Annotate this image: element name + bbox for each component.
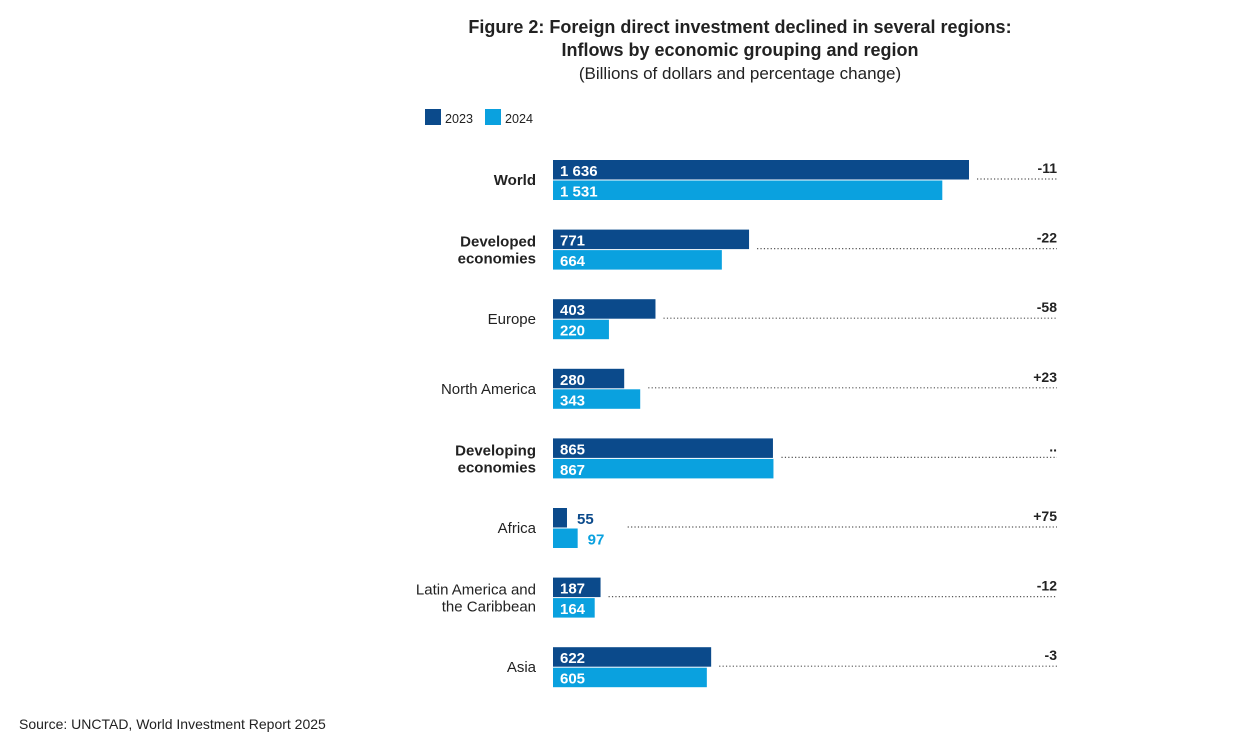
bar-2024-asia xyxy=(553,667,707,688)
value-label-2023-asia: 622 xyxy=(560,650,585,667)
change-label-latin-america-and-the-caribbean: -12 xyxy=(1037,578,1057,594)
value-label-2023-africa: 55 xyxy=(577,511,594,528)
bar-2023-developing-economies xyxy=(553,438,773,458)
value-label-2024-europe: 220 xyxy=(560,323,585,340)
category-label-developed-economies-line1: Developed xyxy=(460,234,536,251)
change-label-world: -11 xyxy=(1038,160,1058,176)
chart-subtitle: (Billions of dollars and percentage chan… xyxy=(578,64,902,83)
category-label-asia: Asia xyxy=(507,659,537,676)
category-label-developing-economies-line2: economies xyxy=(458,459,536,476)
chart-title-line-1: Figure 2: Foreign direct investment decl… xyxy=(468,17,1012,37)
bar-2023-latin-america-and-the-caribbean xyxy=(553,577,601,598)
chart-title-block: Figure 2: Foreign direct investment decl… xyxy=(340,16,1140,86)
value-label-2023-developed-economies: 771 xyxy=(560,233,585,250)
bar-2024-world xyxy=(553,180,943,200)
category-label-north-america: North America xyxy=(441,381,537,398)
value-label-2023-world: 1 636 xyxy=(560,163,598,180)
bar-2024-developed-economies xyxy=(553,250,722,270)
value-label-2023-latin-america-and-the-caribbean: 187 xyxy=(560,581,585,598)
bar-2024-africa xyxy=(553,528,578,548)
bar-2024-developing-economies xyxy=(553,458,774,479)
legend-swatch-2023 xyxy=(425,109,441,125)
value-label-2024-developed-economies: 664 xyxy=(560,253,586,270)
bar-2024-latin-america-and-the-caribbean xyxy=(553,598,595,618)
legend-swatch-2024 xyxy=(485,109,501,125)
value-label-2023-developing-economies: 865 xyxy=(560,441,585,458)
category-label-latin-america-and-the-caribbean-line1: Latin America and xyxy=(416,582,536,599)
value-label-2024-world: 1 531 xyxy=(560,184,598,201)
legend-label-2023: 2023 xyxy=(445,111,473,126)
change-label-developing-economies: .. xyxy=(1049,438,1057,454)
value-label-2024-north-america: 343 xyxy=(560,392,585,409)
category-label-europe: Europe xyxy=(488,311,536,328)
category-label-latin-america-and-the-caribbean-line2: the Caribbean xyxy=(442,599,536,616)
source-note: Source: UNCTAD, World Investment Report … xyxy=(19,716,326,732)
category-label-africa: Africa xyxy=(498,520,537,537)
value-label-2023-europe: 403 xyxy=(560,302,585,319)
value-label-2023-north-america: 280 xyxy=(560,372,585,389)
bar-2023-world xyxy=(553,160,969,180)
category-label-developing-economies-line1: Developing xyxy=(455,442,536,459)
bar-2023-developed-economies xyxy=(553,229,750,250)
bar-2024-north-america xyxy=(553,389,641,409)
value-label-2024-asia: 605 xyxy=(560,671,585,688)
change-label-north-america: +23 xyxy=(1033,369,1057,385)
bar-2023-europe xyxy=(553,299,656,319)
category-label-world: World xyxy=(494,172,536,189)
chart-title-line-2: Inflows by economic grouping and region xyxy=(561,40,919,60)
bar-2024-europe xyxy=(553,319,609,340)
change-label-asia: -3 xyxy=(1045,647,1058,663)
category-label-developed-economies-line2: economies xyxy=(458,251,536,268)
value-label-2024-latin-america-and-the-caribbean: 164 xyxy=(560,601,586,618)
bar-chart: 2023 2024 1 636 1 531 -11 World 771 664 -22 Devel… xyxy=(416,109,1058,688)
change-label-africa: +75 xyxy=(1033,508,1057,524)
value-label-2024-africa: 97 xyxy=(588,532,605,549)
bar-2023-africa xyxy=(553,508,567,528)
change-label-developed-economies: -22 xyxy=(1037,230,1057,246)
change-label-europe: -58 xyxy=(1037,299,1057,315)
bar-2023-north-america xyxy=(553,368,625,389)
bar-2023-asia xyxy=(553,647,712,667)
value-label-2024-developing-economies: 867 xyxy=(560,462,585,479)
legend-label-2024: 2024 xyxy=(505,111,533,126)
